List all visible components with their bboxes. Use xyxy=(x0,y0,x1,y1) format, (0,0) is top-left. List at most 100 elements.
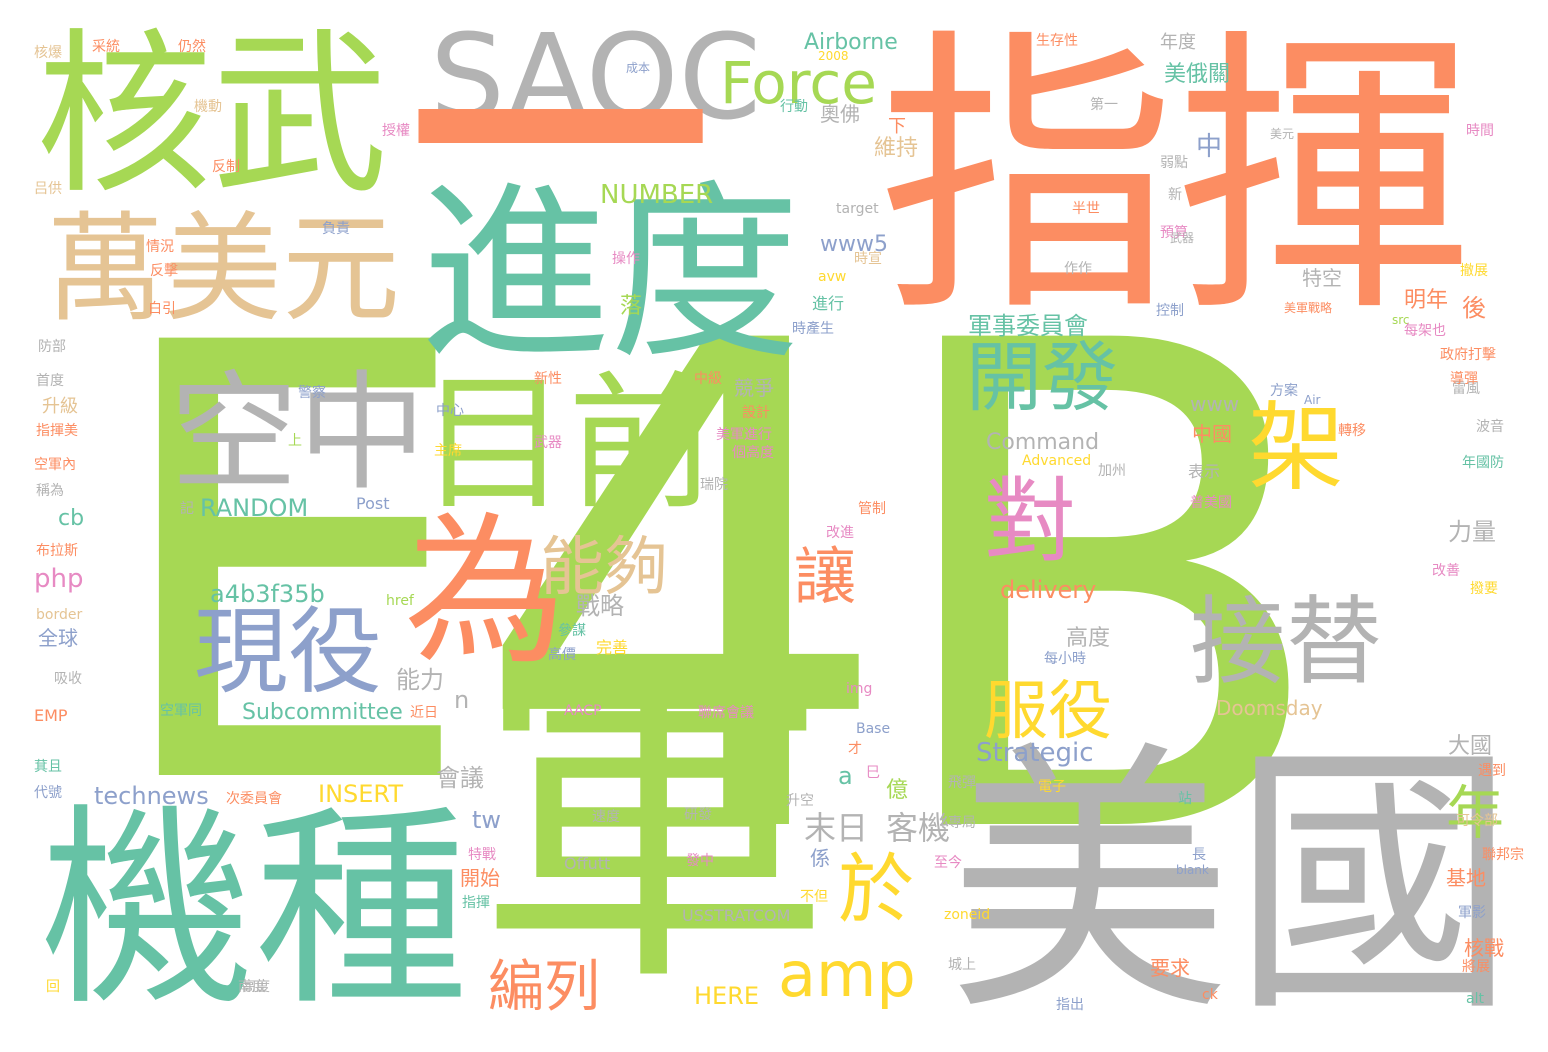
word: 特空 xyxy=(1302,266,1342,290)
word: RANDOM xyxy=(200,494,309,522)
word: 每小時 xyxy=(1044,651,1086,667)
word: 軍事委員會 xyxy=(968,312,1088,340)
word: 年 xyxy=(1446,779,1505,847)
word: 個高度 xyxy=(732,445,774,461)
word: 美軍戰略 xyxy=(1284,301,1333,315)
word: 主席 xyxy=(434,443,462,459)
word: 警察 xyxy=(298,385,326,401)
word: 新性 xyxy=(534,371,562,387)
word: 參謀 xyxy=(558,623,586,639)
word: 為 xyxy=(404,499,566,687)
word: 核戰 xyxy=(1464,936,1504,960)
word: 基地 xyxy=(1446,866,1486,890)
word: 上 xyxy=(288,433,302,449)
word: 會議 xyxy=(436,764,484,792)
word: Air xyxy=(1304,393,1321,407)
word: technews xyxy=(94,782,209,810)
word: 瑞院 xyxy=(700,477,728,493)
word: 進度 xyxy=(420,164,801,385)
word: 近日 xyxy=(410,705,438,721)
word: 高價 xyxy=(548,647,576,663)
word: tw xyxy=(472,806,502,834)
word: 波音 xyxy=(1476,419,1504,435)
word: Force xyxy=(720,49,877,117)
word: 能夠 xyxy=(540,531,668,605)
word: 導彈 xyxy=(1450,371,1478,387)
word: 指出 xyxy=(1056,997,1084,1013)
word: 力量 xyxy=(1448,518,1496,546)
word: 每架也 xyxy=(1404,323,1446,339)
word: 係 xyxy=(810,846,830,870)
word: 首度 xyxy=(36,373,64,389)
word: 行動 xyxy=(780,99,808,115)
word: Post xyxy=(356,494,390,513)
word: 高度 xyxy=(1066,626,1111,651)
word: www xyxy=(1190,392,1240,416)
word: zoneid xyxy=(944,907,991,923)
word: 核爆 xyxy=(34,45,62,61)
word: 轉移 xyxy=(1338,423,1366,439)
word: 客機 xyxy=(886,809,951,847)
word: Offutt xyxy=(564,854,611,873)
word: 長 xyxy=(1192,847,1206,863)
word: cb xyxy=(58,506,85,531)
word: 雷風 xyxy=(1452,381,1480,397)
word: 吕供 xyxy=(34,181,62,197)
word: 遇到 xyxy=(1478,763,1506,779)
word: 發中 xyxy=(686,853,714,869)
word: 普美國 xyxy=(1190,495,1232,511)
word: NUMBER xyxy=(600,180,714,210)
word: 加州 xyxy=(1098,463,1126,479)
word: 改進 xyxy=(826,525,854,541)
word: 政府打擊 xyxy=(1440,347,1496,363)
word: 末日 xyxy=(804,809,869,847)
word: 美軍進行 xyxy=(716,427,772,443)
word: 機種 xyxy=(40,786,468,1035)
word: 現役 xyxy=(194,598,383,707)
word: 空軍內 xyxy=(34,457,76,473)
word: E xyxy=(100,218,480,917)
word: 全球 xyxy=(38,626,78,650)
word: 4B xyxy=(470,203,1336,983)
word: USSTRATCOM xyxy=(682,906,791,925)
word: 城上 xyxy=(948,957,976,973)
word: Doomsday xyxy=(1216,696,1323,720)
word: 至今 xyxy=(934,855,962,871)
word: 管制 xyxy=(858,501,886,517)
word: AACP xyxy=(564,703,602,719)
word: 目前 xyxy=(420,358,716,530)
word: 升空 xyxy=(786,793,814,809)
word: 中心 xyxy=(436,403,464,419)
word: blank xyxy=(1176,863,1209,877)
word: php xyxy=(34,564,84,594)
word: HERE xyxy=(694,982,760,1010)
word: 作作 xyxy=(1064,261,1092,277)
word: 下 xyxy=(888,116,906,137)
word: alt xyxy=(1466,991,1484,1007)
word: 防部 xyxy=(38,339,66,355)
word: 核武 xyxy=(36,13,389,218)
word: img xyxy=(846,681,873,697)
word: 稱為 xyxy=(36,483,64,499)
word: 負責 xyxy=(322,221,350,237)
word: 次委員會 xyxy=(226,791,282,807)
word: 服役 xyxy=(984,675,1112,749)
word: 白引 xyxy=(148,301,176,317)
word: 明年 xyxy=(1404,288,1449,313)
word: 年國防 xyxy=(1462,455,1504,471)
word: www5 xyxy=(820,232,888,257)
word: 反擊 xyxy=(150,263,178,279)
word: 采統 xyxy=(92,39,120,55)
word: 能力 xyxy=(396,666,444,694)
word: 南度 xyxy=(238,979,266,995)
word: 大國 xyxy=(1448,734,1493,759)
word: Base xyxy=(856,721,891,737)
word: 第一 xyxy=(1090,97,1118,113)
word: 代號 xyxy=(34,785,62,801)
word: 2008 xyxy=(818,49,849,63)
word: 才 xyxy=(848,741,862,757)
word: src xyxy=(1392,313,1410,327)
word: 機動 xyxy=(194,99,222,115)
word: Command xyxy=(986,430,1100,455)
word: 於 xyxy=(838,845,914,934)
